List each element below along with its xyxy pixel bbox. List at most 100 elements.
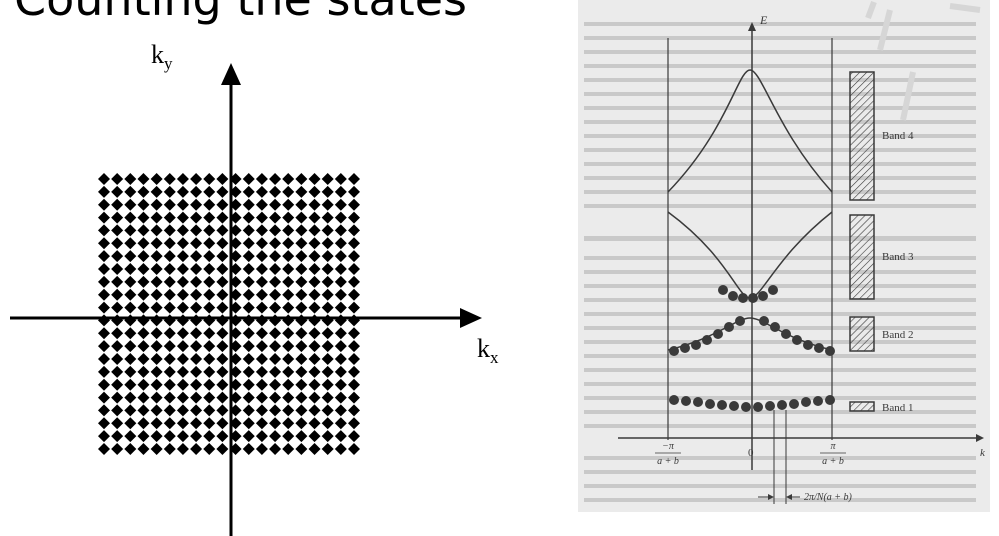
k-space-state-dot <box>150 378 163 391</box>
k-space-state-dot <box>334 173 347 185</box>
k-space-state-dot <box>269 404 282 417</box>
k-space-state-dot <box>321 327 334 340</box>
k-space-state-dot <box>348 173 360 185</box>
k-space-state-dot <box>150 391 163 404</box>
k-space-state-dot <box>255 404 268 417</box>
k-space-state-dot <box>295 301 308 314</box>
k-space-state-dot <box>150 443 163 455</box>
k-space-state-dot <box>282 224 295 237</box>
k-space-state-dot <box>321 224 334 237</box>
k-space-state-dot <box>150 275 163 288</box>
k-space-state-dot <box>348 288 360 301</box>
band-legend: Band 4 Band 3 Band 2 Band 1 <box>849 71 914 414</box>
k-space-state-dot <box>124 250 137 263</box>
k-space-state-dot <box>255 353 268 365</box>
band-1-state-dot <box>669 395 679 405</box>
k-space-state-dot <box>203 327 216 340</box>
k-space-state-dot <box>269 443 282 455</box>
k-space-state-dot <box>124 391 137 404</box>
k-space-state-dot <box>229 301 242 314</box>
k-space-state-dot <box>150 353 163 365</box>
k-space-state-dot <box>176 211 189 224</box>
k-space-state-dot <box>321 211 334 224</box>
k-space-state-dot <box>269 430 282 443</box>
band-axis-labels: E k 0 −π a + b π a + b 2π/N(a + b) <box>655 13 986 503</box>
k-space-state-dot <box>242 173 255 185</box>
k-space-state-dot <box>334 250 347 263</box>
k-space-state-dot <box>163 237 176 250</box>
k-space-state-dot <box>137 391 150 404</box>
k-space-state-dot <box>216 404 229 417</box>
k-space-state-dot <box>203 173 216 185</box>
k-space-state-dot <box>321 443 334 455</box>
k-space-state-dot <box>150 173 163 185</box>
k-space-state-dot <box>242 404 255 417</box>
k-space-state-dot <box>137 288 150 301</box>
k-space-state-dot <box>111 327 124 340</box>
k-space-state-dot <box>308 340 321 353</box>
k-space-state-dot <box>190 173 203 185</box>
k-space-state-dot <box>348 275 360 288</box>
k-space-state-dot <box>348 224 360 237</box>
k-space-state-dot <box>98 365 110 378</box>
k-space-state-dot <box>242 275 255 288</box>
k-space-state-dot <box>176 443 189 455</box>
k-space-state-dot <box>255 443 268 455</box>
k-space-state-dot <box>282 211 295 224</box>
k-space-state-dot <box>176 275 189 288</box>
k-space-state-dot <box>269 275 282 288</box>
k-space-state-dot <box>242 263 255 275</box>
k-space-state-dot <box>111 250 124 263</box>
k-space-state-dot <box>163 404 176 417</box>
k-space-state-dot <box>124 404 137 417</box>
k-space-state-dot <box>348 263 360 275</box>
k-space-state-dot <box>255 314 268 327</box>
k-space-state-dot <box>348 353 360 365</box>
k-space-state-dot <box>269 288 282 301</box>
k-space-state-dot <box>308 391 321 404</box>
band-1-state-dot <box>789 399 799 409</box>
k-space-state-dot <box>269 250 282 263</box>
k-space-state-dot <box>203 378 216 391</box>
k-space-state-dot <box>203 185 216 198</box>
k-space-state-dot <box>163 378 176 391</box>
background-text-texture <box>584 22 976 502</box>
k-space-state-dot <box>203 314 216 327</box>
k-space-state-dot <box>321 365 334 378</box>
k-space-state-dot <box>203 353 216 365</box>
k-space-state-dot <box>124 378 137 391</box>
band-4-label: Band 4 <box>882 130 914 142</box>
k-space-state-dot <box>203 391 216 404</box>
k-space-state-dot <box>163 314 176 327</box>
tick-right-numerator: π <box>830 441 836 452</box>
k-space-state-dot <box>190 224 203 237</box>
band-1-state-dot <box>753 402 763 412</box>
k-space-state-dot <box>348 198 360 211</box>
k-space-state-dot <box>348 378 360 391</box>
k-space-state-dot <box>216 263 229 275</box>
k-space-state-dot <box>163 301 176 314</box>
k-space-state-dot <box>98 443 110 455</box>
k-space-state-dot <box>229 198 242 211</box>
k-space-state-dot <box>282 404 295 417</box>
k-space-state-dot <box>137 301 150 314</box>
kx-axis-label: kx <box>477 334 499 367</box>
k-space-state-dot <box>282 173 295 185</box>
k-space-state-dot <box>321 430 334 443</box>
k-space-state-dot <box>137 353 150 365</box>
k-space-state-dot <box>255 250 268 263</box>
tick-right-denominator: a + b <box>822 456 844 467</box>
k-space-state-dot <box>308 185 321 198</box>
k-space-state-dot <box>348 391 360 404</box>
k-space-state-dot <box>321 314 334 327</box>
k-space-state-dot <box>111 378 124 391</box>
k-space-state-dot <box>269 185 282 198</box>
k-space-diagram: ky kx <box>10 40 499 536</box>
band-2-state-dot <box>669 346 679 356</box>
k-space-state-dot <box>203 443 216 455</box>
k-space-state-dot <box>269 173 282 185</box>
k-space-state-dot <box>111 340 124 353</box>
band-1-state-dot <box>729 401 739 411</box>
k-space-state-dot <box>242 430 255 443</box>
k-space-state-dot <box>216 173 229 185</box>
